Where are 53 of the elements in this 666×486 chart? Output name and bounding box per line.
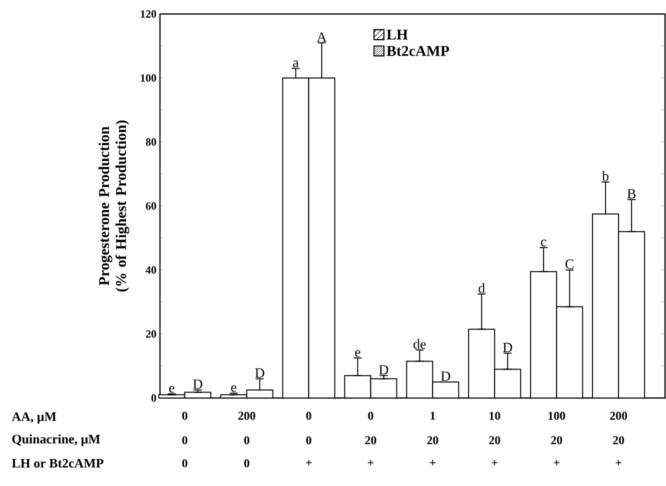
- legend-label: LH: [386, 30, 408, 40]
- text: 20: [613, 436, 624, 444]
- annotation: e: [231, 385, 236, 392]
- y-axis-title: Progesterone Production (% of Highest Production): [98, 120, 130, 292]
- annotation: a: [293, 60, 299, 68]
- annotation: A: [316, 32, 327, 42]
- annotation: D: [193, 380, 202, 389]
- x-tick-label: 100: [548, 412, 566, 420]
- x-tick-label: 200: [610, 412, 628, 420]
- annotation: de: [414, 338, 426, 349]
- text: +: [430, 460, 436, 466]
- text: AA, µM: [12, 412, 56, 424]
- annotation: e: [169, 386, 174, 393]
- text: 20: [365, 436, 376, 444]
- text: LH or Bt2cAMP: [12, 458, 104, 468]
- text: +: [492, 460, 498, 466]
- text: +: [616, 460, 622, 466]
- x-tick-label: 0: [182, 412, 188, 420]
- text: 0: [244, 459, 250, 468]
- legend-label: Bt2cAMP: [386, 46, 450, 56]
- text: 20: [427, 436, 438, 444]
- text: 20: [551, 436, 562, 444]
- text: +: [306, 460, 312, 466]
- text: 0: [306, 436, 312, 444]
- x-tick-label: 0: [306, 412, 312, 420]
- y-tick-label: 0: [151, 394, 156, 402]
- annotation: C: [566, 259, 574, 269]
- annotation: d: [478, 282, 485, 293]
- annotation: e: [355, 350, 360, 357]
- y-tick-label: 40: [146, 266, 156, 274]
- y-tick-label: 60: [146, 202, 156, 210]
- text: +: [368, 460, 374, 466]
- annotation: D: [255, 368, 264, 378]
- annotation: c: [541, 240, 546, 246]
- text: +: [554, 460, 560, 466]
- y-tick-label: 20: [146, 330, 156, 338]
- x-tick-label: 1: [430, 412, 436, 420]
- annotation: D: [379, 365, 388, 374]
- y-tick-label: 120: [140, 10, 156, 18]
- x-tick-label: 200: [238, 412, 256, 420]
- annotation: D: [502, 342, 512, 352]
- text: 20: [489, 436, 500, 444]
- text: 0: [182, 436, 188, 444]
- y-tick-label: 100: [140, 74, 156, 82]
- text: 0: [244, 436, 250, 444]
- x-tick-label: 0: [368, 412, 374, 420]
- annotation: D: [441, 372, 450, 381]
- annotation: b: [602, 170, 608, 181]
- text: Quinacrine, µM: [12, 434, 100, 446]
- annotation: B: [627, 189, 636, 198]
- x-tick-label: 10: [490, 412, 500, 420]
- y-tick-label: 80: [146, 138, 156, 146]
- text: 0: [182, 459, 188, 468]
